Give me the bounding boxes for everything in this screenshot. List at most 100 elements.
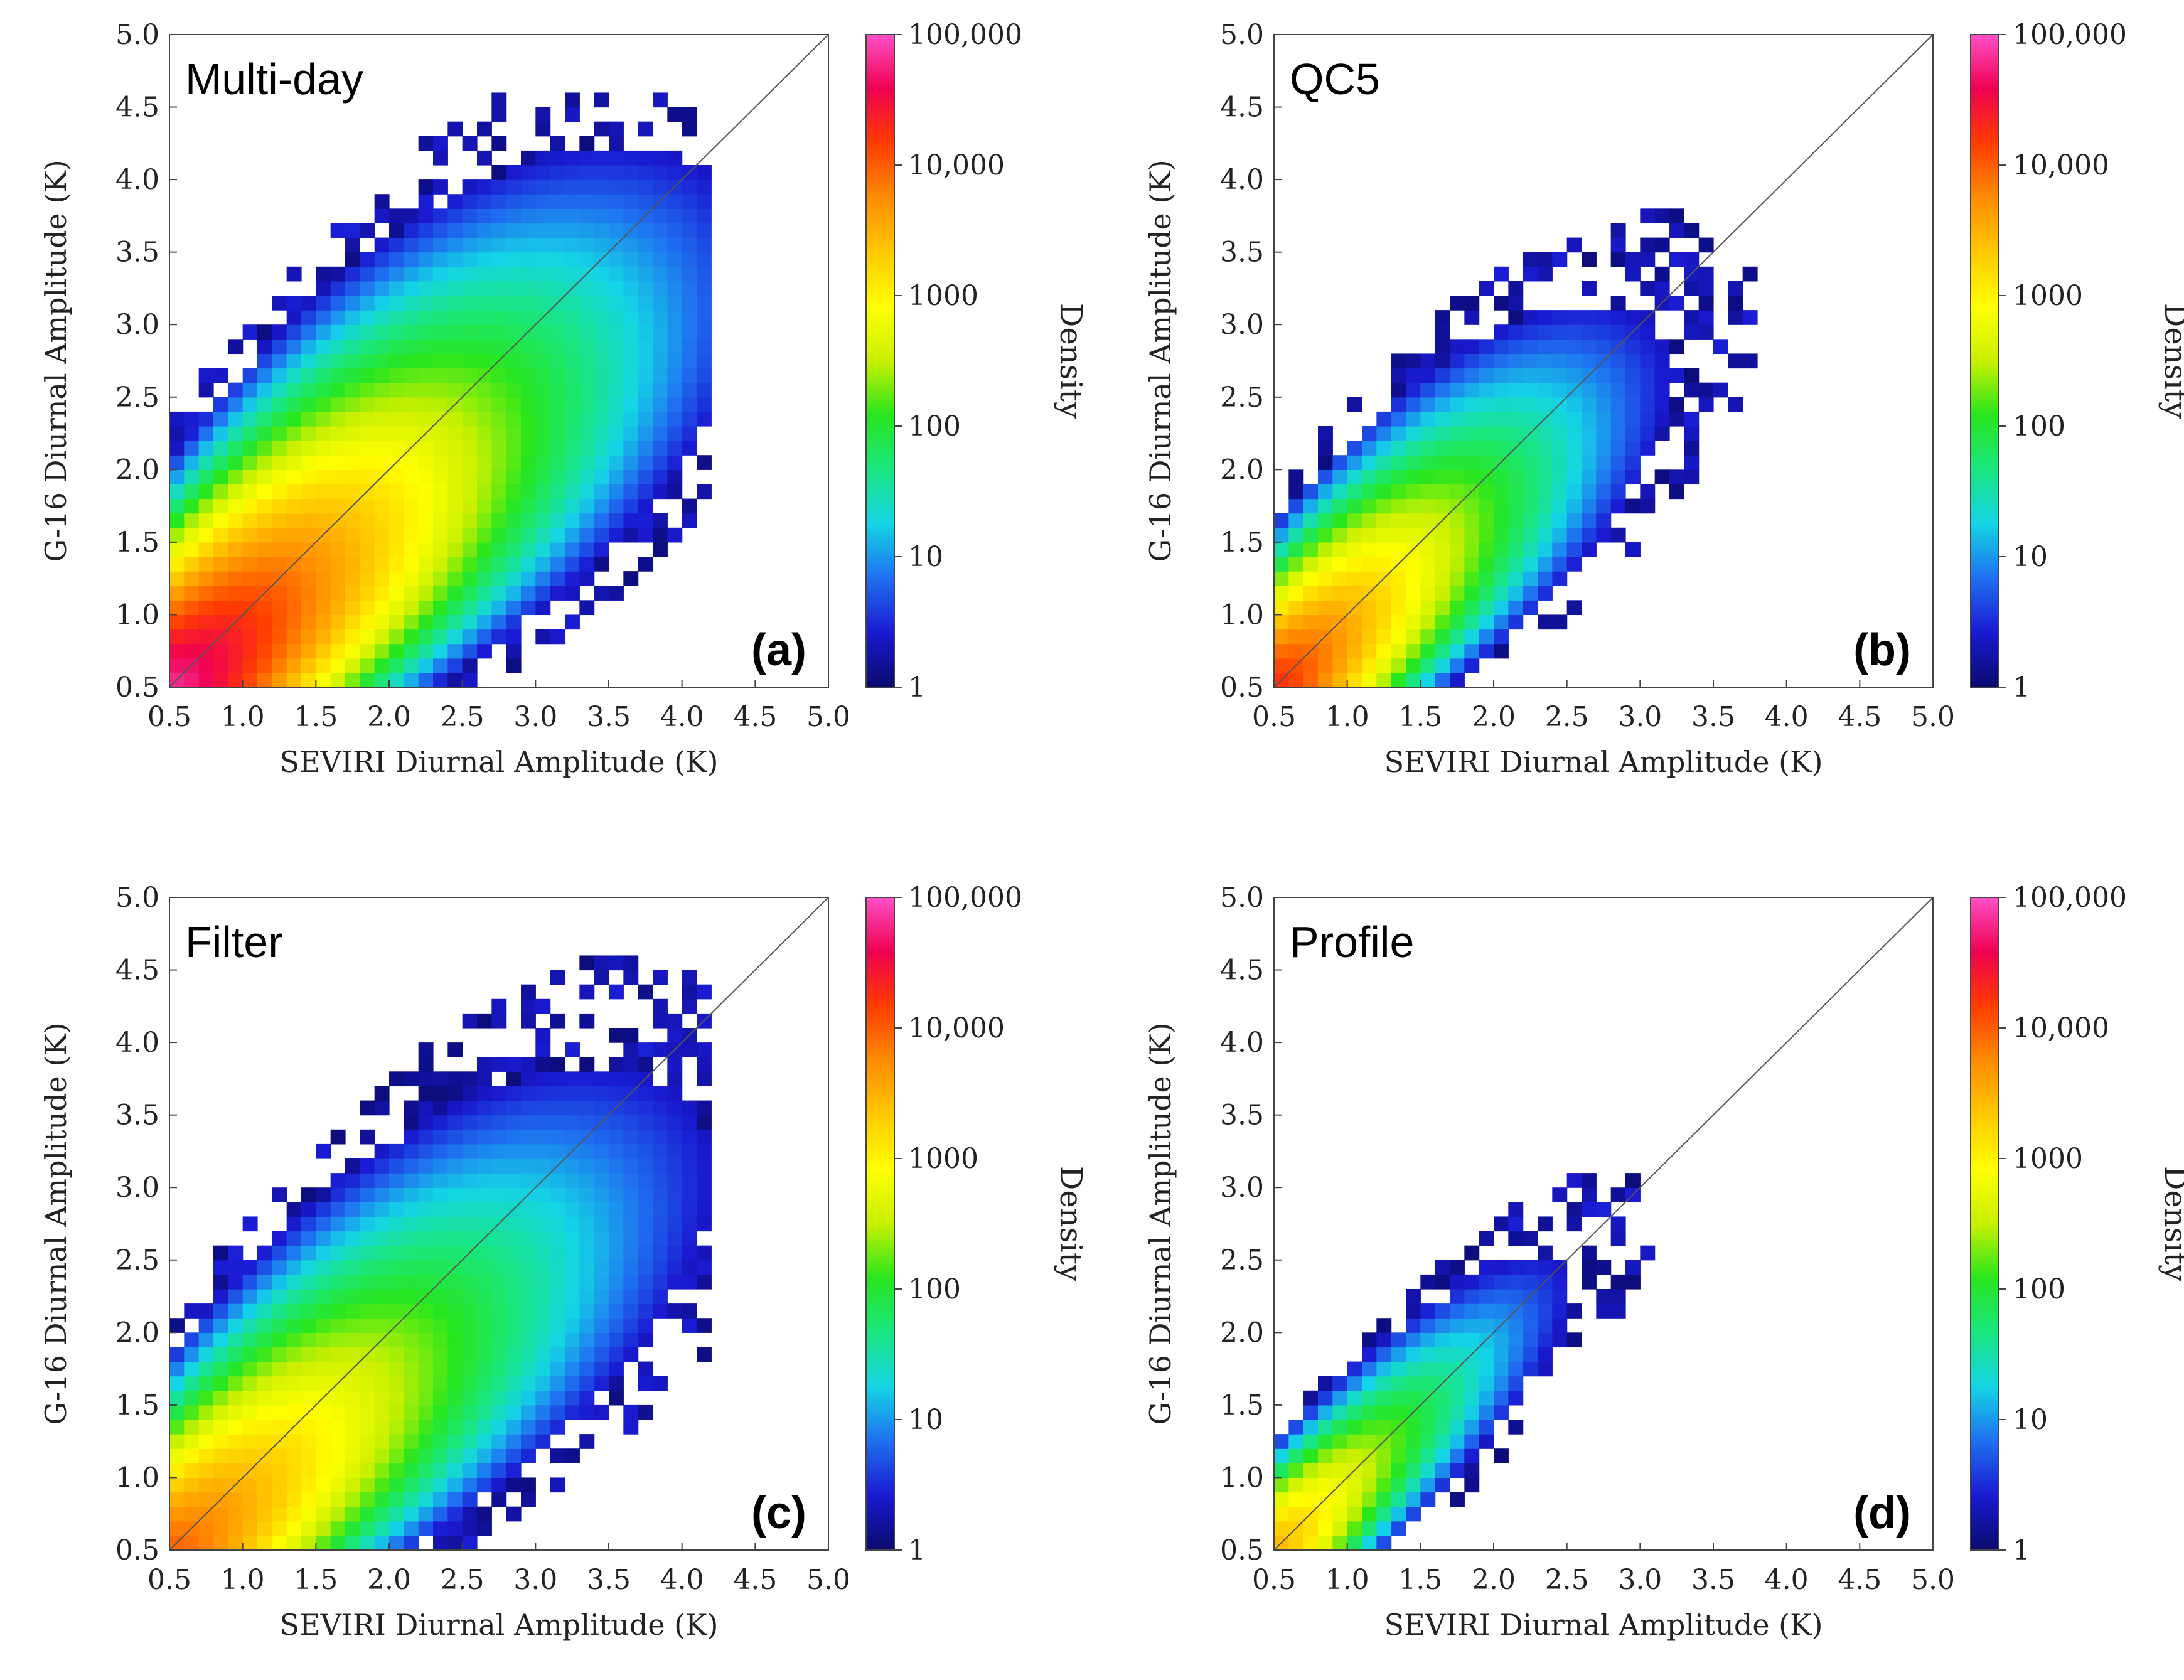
heatmap-cell xyxy=(272,498,287,514)
heatmap-cell xyxy=(579,136,595,151)
heatmap-cell xyxy=(506,1420,522,1435)
heatmap-cell xyxy=(404,1332,419,1348)
colorbar-tick-label: 10,000 xyxy=(2013,149,2109,181)
heatmap-cell xyxy=(345,455,360,470)
heatmap-cell xyxy=(1347,1376,1362,1391)
heatmap-cell xyxy=(550,1100,565,1116)
heatmap-cell xyxy=(565,368,580,383)
heatmap-cell xyxy=(198,1404,214,1420)
heatmap-cell xyxy=(433,1100,448,1116)
heatmap-cell xyxy=(389,382,404,398)
heatmap-cell xyxy=(638,1100,653,1116)
heatmap-cell xyxy=(418,324,434,340)
heatmap-cell xyxy=(257,557,272,572)
x-tick-label: 2.0 xyxy=(367,1564,411,1596)
x-tick-label: 3.5 xyxy=(587,1564,631,1596)
heatmap-cell xyxy=(1566,324,1582,340)
heatmap-cell xyxy=(682,1158,697,1174)
heatmap-cell xyxy=(1596,324,1612,340)
heatmap-cell xyxy=(345,600,360,616)
heatmap-cell xyxy=(491,1013,507,1029)
heatmap-cell xyxy=(228,643,244,659)
heatmap-cell xyxy=(594,426,609,441)
heatmap-cell xyxy=(1406,513,1421,528)
heatmap-cell xyxy=(506,1347,522,1362)
heatmap-cell xyxy=(272,382,287,398)
heatmap-cell xyxy=(535,455,551,470)
heatmap-cell xyxy=(374,571,390,586)
heatmap-cell xyxy=(301,353,316,369)
heatmap-cell xyxy=(1596,1260,1612,1275)
colorbar-tick-label: 100,000 xyxy=(908,19,1022,51)
heatmap-cell xyxy=(550,339,565,355)
heatmap-cell xyxy=(1288,1535,1304,1551)
heatmap-cell xyxy=(1376,1361,1392,1377)
heatmap-cell xyxy=(228,1492,244,1507)
heatmap-cell xyxy=(1450,672,1465,688)
panel-a-x-ticks: 0.5 1.0 1.5 2.0 2.5 3.0 3.5 4.0 4.5 5.0 xyxy=(147,680,850,733)
heatmap-cell xyxy=(257,1434,272,1449)
heatmap-cell xyxy=(316,1245,331,1261)
heatmap-cell xyxy=(272,1303,287,1319)
heatmap-cell xyxy=(521,1303,536,1319)
heatmap-cell xyxy=(1566,411,1582,427)
heatmap-cell xyxy=(330,455,346,470)
heatmap-cell xyxy=(565,353,580,369)
heatmap-cell xyxy=(330,1404,346,1420)
heatmap-cell xyxy=(1318,672,1333,688)
heatmap-cell xyxy=(228,1448,244,1463)
heatmap-cell xyxy=(535,397,551,412)
heatmap-cell xyxy=(682,353,697,369)
heatmap-cell xyxy=(404,455,419,470)
heatmap-cell xyxy=(1406,1347,1421,1362)
heatmap-cell xyxy=(213,658,228,673)
heatmap-cell xyxy=(697,339,712,355)
heatmap-cell xyxy=(360,1535,375,1551)
heatmap-cell xyxy=(184,1332,200,1348)
heatmap-cell xyxy=(242,498,258,514)
heatmap-cell xyxy=(491,397,507,412)
heatmap-cell xyxy=(316,1404,331,1420)
heatmap-cell xyxy=(579,1231,595,1246)
heatmap-cell xyxy=(535,1028,551,1043)
heatmap-cell xyxy=(257,441,272,456)
heatmap-cell xyxy=(462,614,478,630)
heatmap-cell xyxy=(491,382,507,398)
y-tick-label: 2.5 xyxy=(115,382,159,414)
heatmap-cell xyxy=(301,1274,316,1290)
heatmap-cell xyxy=(169,441,185,456)
heatmap-cell xyxy=(1552,513,1568,528)
heatmap-cell xyxy=(301,1332,316,1348)
heatmap-cell xyxy=(345,353,360,369)
heatmap-cell xyxy=(447,296,463,311)
heatmap-cell xyxy=(1318,513,1333,528)
heatmap-cell xyxy=(286,484,302,500)
heatmap-cell xyxy=(1523,252,1538,267)
panel-d-one-to-one-line xyxy=(1273,897,1934,1551)
heatmap-cell xyxy=(433,1521,448,1536)
heatmap-cell xyxy=(550,498,565,514)
heatmap-cell xyxy=(535,998,551,1014)
heatmap-cell xyxy=(360,1158,375,1174)
heatmap-cell xyxy=(697,165,712,180)
heatmap-cell xyxy=(579,513,595,528)
heatmap-cell xyxy=(228,1347,244,1362)
heatmap-cell xyxy=(242,1361,258,1377)
heatmap-cell xyxy=(301,455,316,470)
heatmap-cell xyxy=(404,368,419,383)
heatmap-cell xyxy=(242,1434,258,1449)
heatmap-cell xyxy=(1640,397,1656,412)
heatmap-cell xyxy=(374,672,390,688)
heatmap-cell xyxy=(506,1376,522,1391)
heatmap-cell xyxy=(506,194,522,209)
heatmap-cell xyxy=(1538,310,1553,325)
heatmap-cell xyxy=(1435,557,1450,572)
heatmap-cell xyxy=(1538,339,1553,355)
heatmap-cell xyxy=(506,397,522,412)
heatmap-cell xyxy=(257,382,272,398)
heatmap-cell xyxy=(1318,1404,1333,1420)
heatmap-cell xyxy=(198,571,214,586)
heatmap-cell xyxy=(1582,1202,1597,1217)
heatmap-cell xyxy=(169,571,185,586)
heatmap-cell xyxy=(565,484,580,500)
